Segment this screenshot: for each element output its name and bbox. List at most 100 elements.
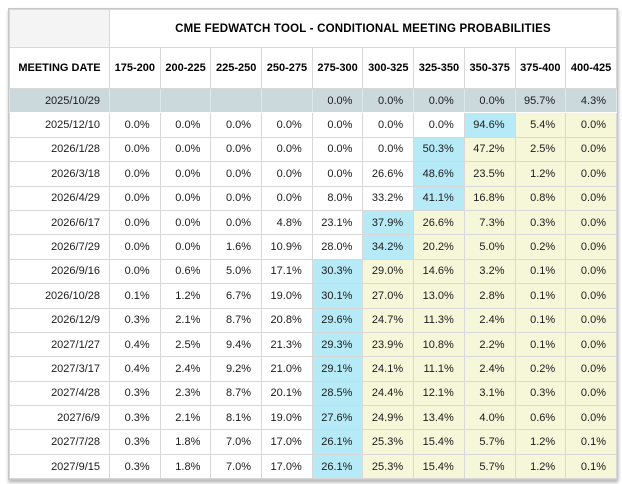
probability-cell: 1.2% [514,429,567,455]
probability-cell: 17.0% [261,429,313,455]
probability-cell: 0.0% [413,87,465,114]
probability-cell: 23.5% [463,161,516,187]
probability-cell: 13.4% [413,405,465,431]
probability-cell: 7.0% [210,429,263,455]
meeting-row: 2027/7/28 0.3% 1.8% 7.0% 17.0% 26.1% 25.3% 15.4… [9,429,617,455]
probability-cell: 19.0% [261,405,313,431]
probability-cell: 1.2% [514,453,567,480]
probability-cell: 2.8% [463,283,516,309]
probability-cell: 17.1% [261,258,313,285]
probability-cell [159,87,212,114]
probability-cell: 0.0% [210,112,263,138]
probability-cell: 0.6% [159,258,212,285]
probability-cell: 2.3% [159,380,212,407]
probability-cell: 33.2% [362,185,415,211]
meeting-date-cell: 2027/3/17 [9,356,110,382]
probability-cell: 0.0% [463,87,516,114]
probability-cell: 0.3% [109,429,161,455]
probability-cell: 26.1% [311,453,364,480]
probability-cell: 0.0% [159,234,212,260]
probability-cell: 2.4% [463,307,516,333]
probability-cell: 0.0% [159,161,212,187]
probability-cell: 1.8% [159,453,212,480]
probability-cell: 2.5% [514,136,567,163]
fedwatch-table-container: CME FEDWATCH TOOL - CONDITIONAL MEETING … [8,8,618,481]
meeting-date-cell: 2026/6/17 [9,209,110,236]
probability-cell: 13.0% [413,283,465,309]
probability-cell: 20.8% [261,307,313,333]
probability-cell: 2.4% [159,356,212,382]
probability-cell: 0.0% [159,136,212,163]
probability-cell: 0.3% [109,453,161,480]
rate-range-header: 375-400 [514,47,567,89]
rate-range-header: 300-325 [362,47,415,89]
probability-cell: 5.7% [463,453,516,480]
probability-cell: 11.3% [413,307,465,333]
probability-cell: 0.0% [565,185,617,211]
probability-cell: 27.6% [311,405,364,431]
probability-cell: 0.8% [514,185,567,211]
probability-cell: 1.2% [159,283,212,309]
probability-cell: 48.6% [413,161,465,187]
probability-cell: 23.1% [311,209,364,236]
probability-cell: 0.0% [261,136,313,163]
probability-cell: 0.6% [514,405,567,431]
probability-cell: 1.8% [159,429,212,455]
probability-cell: 19.0% [261,283,313,309]
probability-cell: 0.0% [565,209,617,236]
probability-cell: 0.0% [362,112,415,138]
probability-cell: 6.7% [210,283,263,309]
probability-cell: 30.1% [311,283,364,309]
rate-range-header: 325-350 [413,47,465,89]
probability-cell: 0.2% [514,356,567,382]
probability-cell: 50.3% [413,136,465,163]
probability-cell: 0.0% [210,185,263,211]
probability-cell: 0.0% [261,161,313,187]
probability-cell: 5.0% [210,258,263,285]
probability-cell: 1.6% [210,234,263,260]
meeting-date-cell: 2027/1/27 [9,331,110,358]
probability-cell: 37.9% [362,209,415,236]
probability-cell: 8.1% [210,405,263,431]
probability-cell: 24.1% [362,356,415,382]
probability-cell: 47.2% [463,136,516,163]
title-row: CME FEDWATCH TOOL - CONDITIONAL MEETING … [9,9,617,48]
fedwatch-probabilities-table: CME FEDWATCH TOOL - CONDITIONAL MEETING … [9,9,617,480]
meeting-date-header: MEETING DATE [9,47,110,89]
probability-cell: 15.4% [413,453,465,480]
probability-cell: 95.7% [514,87,567,114]
probability-cell: 30.3% [311,258,364,285]
probability-cell: 24.4% [362,380,415,407]
probability-cell: 16.8% [463,185,516,211]
meeting-row: 2027/9/15 0.3% 1.8% 7.0% 17.0% 26.1% 25.3% 15.4… [9,453,617,480]
probability-cell: 0.0% [109,161,161,187]
probability-cell: 0.1% [109,283,161,309]
probability-cell: 7.0% [210,453,263,480]
meeting-date-cell: 2027/6/9 [9,405,110,431]
probability-cell: 0.0% [362,87,415,114]
probability-cell: 2.1% [159,307,212,333]
rate-range-header: 400-425 [565,47,617,89]
probability-cell: 17.0% [261,453,313,480]
probability-cell: 94.6% [463,112,516,138]
probability-cell: 0.0% [311,136,364,163]
probability-cell: 0.4% [109,331,161,358]
probability-cell: 10.9% [261,234,313,260]
probability-cell: 15.4% [413,429,465,455]
meeting-row: 2027/4/28 0.3% 2.3% 8.7% 20.1% 28.5% 24.4% 12.1… [9,380,617,407]
probability-cell: 21.0% [261,356,313,382]
probability-cell: 9.4% [210,331,263,358]
probability-cell: 20.1% [261,380,313,407]
probability-cell: 1.2% [514,161,567,187]
rate-range-header: 275-300 [311,47,364,89]
meeting-date-cell: 2027/4/28 [9,380,110,407]
probability-cell: 14.6% [413,258,465,285]
probability-cell: 0.0% [210,161,263,187]
meeting-date-cell: 2026/1/28 [9,136,110,163]
probability-cell: 0.0% [210,209,263,236]
meeting-row: 2026/7/29 0.0% 0.0% 1.6% 10.9% 28.0% 34.2% 20.2… [9,234,617,260]
probability-cell: 11.1% [413,356,465,382]
probability-cell: 0.0% [565,356,617,382]
probability-cell: 26.6% [362,161,415,187]
meeting-date-cell: 2026/12/9 [9,307,110,333]
